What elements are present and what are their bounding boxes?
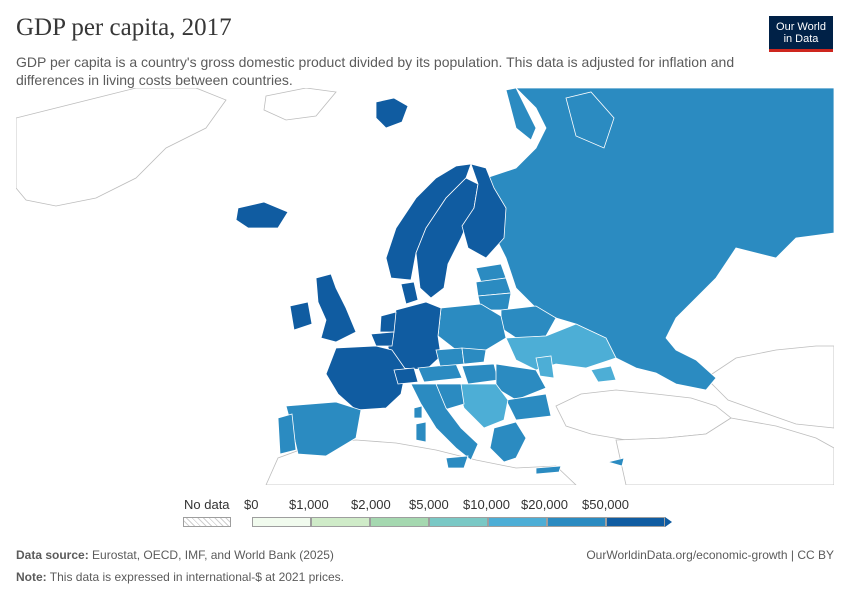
- region-greece[interactable]: [489, 421, 527, 463]
- data-note: Note: This data is expressed in internat…: [16, 570, 344, 584]
- region-slovakia[interactable]: [461, 347, 487, 365]
- region-cyprus[interactable]: [606, 457, 625, 467]
- legend-no-data-swatch[interactable]: [183, 517, 231, 527]
- europe-map[interactable]: [16, 88, 834, 485]
- region-middle-east[interactable]: [615, 417, 834, 485]
- legend-label: $5,000: [409, 497, 449, 512]
- region-ukraine[interactable]: [505, 323, 617, 371]
- legend-swatch[interactable]: [547, 517, 606, 527]
- region-netherlands[interactable]: [379, 311, 397, 333]
- legend-label: $2,000: [351, 497, 391, 512]
- legend-label: $10,000: [463, 497, 510, 512]
- region-greenland[interactable]: [16, 88, 227, 207]
- logo-line-1: Our World: [776, 21, 826, 33]
- source-label: Data source:: [16, 548, 89, 562]
- legend-swatch[interactable]: [606, 517, 665, 527]
- legend-label: $50,000: [582, 497, 629, 512]
- region-switzerland[interactable]: [393, 367, 419, 385]
- region-ireland[interactable]: [289, 301, 313, 331]
- legend-swatch[interactable]: [311, 517, 370, 527]
- region-sicily[interactable]: [445, 455, 469, 469]
- region-france[interactable]: [325, 345, 407, 411]
- region-bulgaria[interactable]: [505, 393, 552, 421]
- source-url-link[interactable]: OurWorldinData.org/economic-growth | CC …: [586, 548, 834, 562]
- legend-label: $1,000: [289, 497, 329, 512]
- region-corsica[interactable]: [413, 405, 423, 419]
- region-italy[interactable]: [410, 383, 479, 461]
- legend-swatch[interactable]: [252, 517, 311, 527]
- region-iceland[interactable]: [235, 201, 289, 229]
- country-regions: [235, 88, 834, 475]
- region-hungary[interactable]: [461, 363, 499, 385]
- chart-title: GDP per capita, 2017: [16, 14, 232, 41]
- region-poland[interactable]: [437, 303, 507, 351]
- region-moldova[interactable]: [535, 355, 555, 379]
- owid-logo[interactable]: Our World in Data: [769, 16, 833, 52]
- note-text: This data is expressed in international-…: [49, 570, 344, 584]
- region-northern-islands[interactable]: [375, 97, 409, 129]
- legend-swatch[interactable]: [429, 517, 488, 527]
- region-czechia[interactable]: [435, 347, 465, 367]
- data-source: Data source: Eurostat, OECD, IMF, and Wo…: [16, 548, 334, 562]
- region-svalbard[interactable]: [263, 88, 337, 121]
- legend-arrow: [665, 517, 672, 527]
- region-finland[interactable]: [461, 163, 507, 259]
- region-novaya-zemlya[interactable]: [565, 91, 615, 149]
- region-crimea[interactable]: [590, 365, 617, 383]
- legend-swatch[interactable]: [370, 517, 429, 527]
- region-turkey[interactable]: [555, 389, 732, 441]
- region-crete[interactable]: [535, 465, 562, 475]
- note-label: Note:: [16, 570, 47, 584]
- legend-label: $0: [244, 497, 259, 512]
- region-portugal[interactable]: [277, 413, 297, 455]
- region-sardinia[interactable]: [415, 421, 427, 443]
- legend-swatch[interactable]: [488, 517, 547, 527]
- region-great-britain[interactable]: [315, 273, 357, 343]
- region-balkans[interactable]: [455, 383, 509, 429]
- legend: No data $0 $1,000 $2,000 $5,000 $10,000 $20,0…: [0, 495, 850, 535]
- region-central-asia[interactable]: [705, 345, 834, 429]
- legend-no-data-label: No data: [184, 497, 230, 512]
- region-denmark[interactable]: [400, 281, 419, 305]
- source-text[interactable]: Eurostat, OECD, IMF, and World Bank (202…: [92, 548, 334, 562]
- legend-label: $20,000: [521, 497, 568, 512]
- no-data-regions: [16, 88, 834, 485]
- region-belgium[interactable]: [370, 331, 395, 347]
- region-kola[interactable]: [505, 88, 537, 141]
- chart-subtitle: GDP per capita is a country's gross dome…: [16, 54, 735, 88]
- logo-line-2: in Data: [783, 33, 819, 45]
